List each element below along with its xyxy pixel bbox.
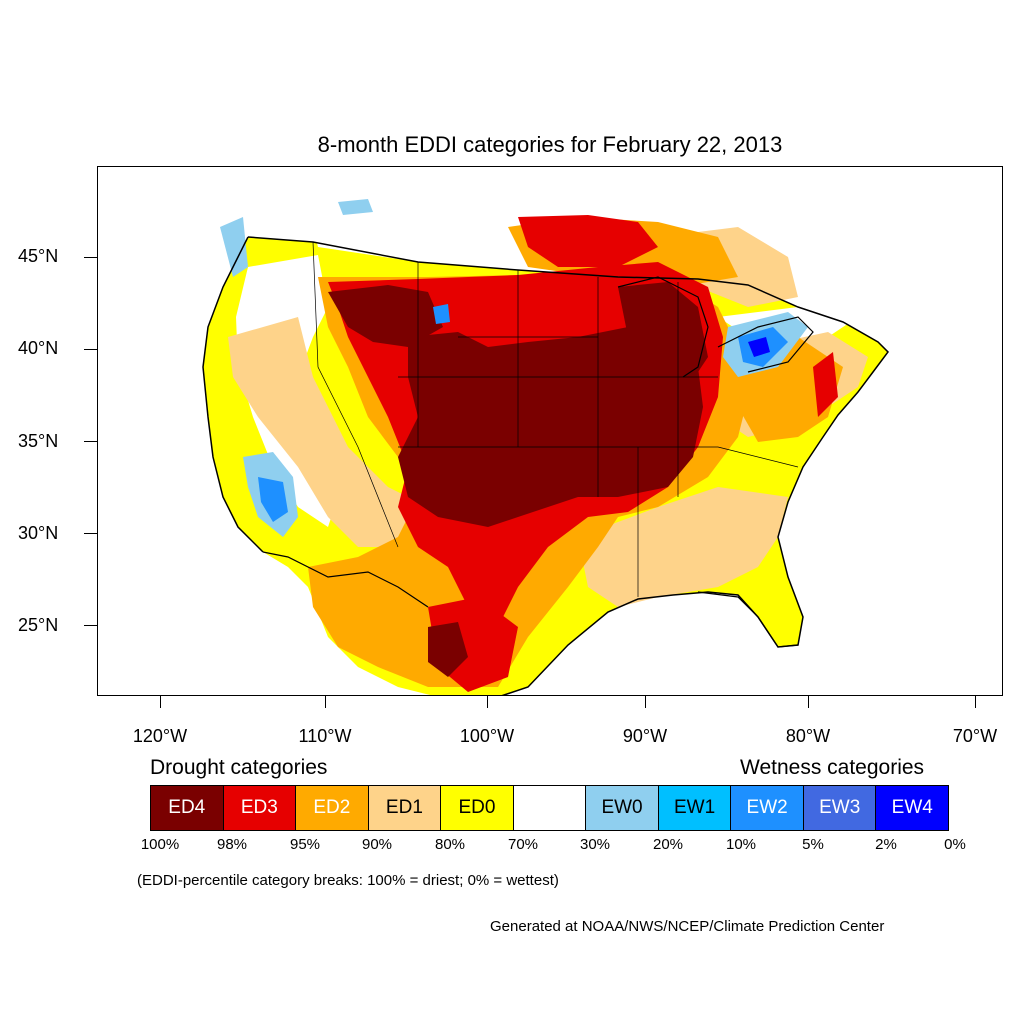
lat-tick	[84, 625, 97, 626]
ed1-band	[228, 317, 428, 547]
pct-label: 100%	[140, 836, 180, 853]
ed4-south	[428, 622, 468, 677]
lat-label-45: 45°N	[18, 246, 59, 266]
pct-label: 80%	[434, 836, 466, 853]
map-panel	[97, 166, 1003, 696]
legend-cell: ED1	[368, 786, 442, 830]
lon-tick	[325, 696, 326, 708]
legend-cell: EW4	[876, 786, 949, 830]
ed3-northeast-coast	[813, 352, 838, 417]
lat-label-30: 30°N	[18, 523, 59, 543]
lat-label-35: 35°N	[18, 431, 59, 451]
category-note: (EDDI-percentile category breaks: 100% =…	[137, 872, 559, 889]
legend-cell: EW2	[731, 786, 804, 830]
legend-colorbar: ED4 ED3 ED2 ED1 ED0 EW0 EW1 EW2 EW3 EW4	[150, 785, 949, 831]
lon-label-120: 120°W	[132, 726, 188, 746]
ew-great-basin-core	[258, 477, 288, 522]
lat-tick	[84, 533, 97, 534]
pct-label: 2%	[875, 836, 897, 853]
pct-label: 10%	[725, 836, 757, 853]
pct-label: 95%	[289, 836, 321, 853]
pct-label: 20%	[652, 836, 684, 853]
legend-cell: ED2	[296, 786, 369, 830]
lat-label-25: 25°N	[18, 615, 59, 635]
lon-label-80: 80°W	[785, 726, 831, 746]
legend-cell: EW1	[658, 786, 732, 830]
us-outline	[247, 236, 889, 695]
pct-label: 30%	[579, 836, 611, 853]
legend-cell: ED3	[223, 786, 297, 830]
state-lines	[312, 241, 799, 597]
ed4-michigan	[618, 282, 708, 387]
neutral-north	[308, 207, 498, 267]
lon-label-90: 90°W	[622, 726, 668, 746]
lon-label-70: 70°W	[952, 726, 998, 746]
wetness-heading: Wetness categories	[740, 756, 925, 779]
drought-heading: Drought categories	[150, 756, 328, 779]
ew-lake-ontario-max	[748, 337, 770, 357]
ed4-northwest	[328, 285, 443, 347]
lat-tick	[84, 257, 97, 258]
legend-cell: ED0	[441, 786, 514, 830]
ew-idaho	[433, 304, 450, 324]
lon-tick	[487, 696, 488, 708]
lon-tick	[645, 696, 646, 708]
florida	[697, 591, 799, 648]
credit-text: Generated at NOAA/NWS/NCEP/Climate Predi…	[490, 918, 885, 935]
pct-label: 70%	[507, 836, 539, 853]
legend-cell: EW0	[586, 786, 659, 830]
legend-cell: EW3	[803, 786, 877, 830]
lon-label-100: 100°W	[459, 726, 515, 746]
legend-cell: ED4	[151, 786, 224, 830]
pct-label: 90%	[361, 836, 393, 853]
pct-label: 0%	[944, 836, 966, 853]
lon-tick	[808, 696, 809, 708]
mexico-border	[262, 551, 429, 608]
lat-tick	[84, 349, 97, 350]
lat-tick	[84, 441, 97, 442]
lon-label-110: 110°W	[298, 726, 352, 746]
lon-tick	[160, 696, 161, 708]
map-title: 8-month EDDI categories for February 22,…	[317, 132, 783, 157]
great-lakes	[617, 276, 814, 378]
ew-north-canada	[338, 199, 373, 215]
legend-cell	[513, 786, 587, 830]
lat-label-40: 40°N	[18, 338, 59, 358]
eddi-map	[202, 199, 889, 695]
west-coast	[202, 236, 264, 553]
ew-northwest-coast	[220, 217, 248, 277]
pct-label: 98%	[216, 836, 248, 853]
ed3-north	[518, 215, 658, 267]
ed1-southeast	[578, 487, 788, 607]
lon-tick	[975, 696, 976, 708]
pct-label: 5%	[802, 836, 824, 853]
